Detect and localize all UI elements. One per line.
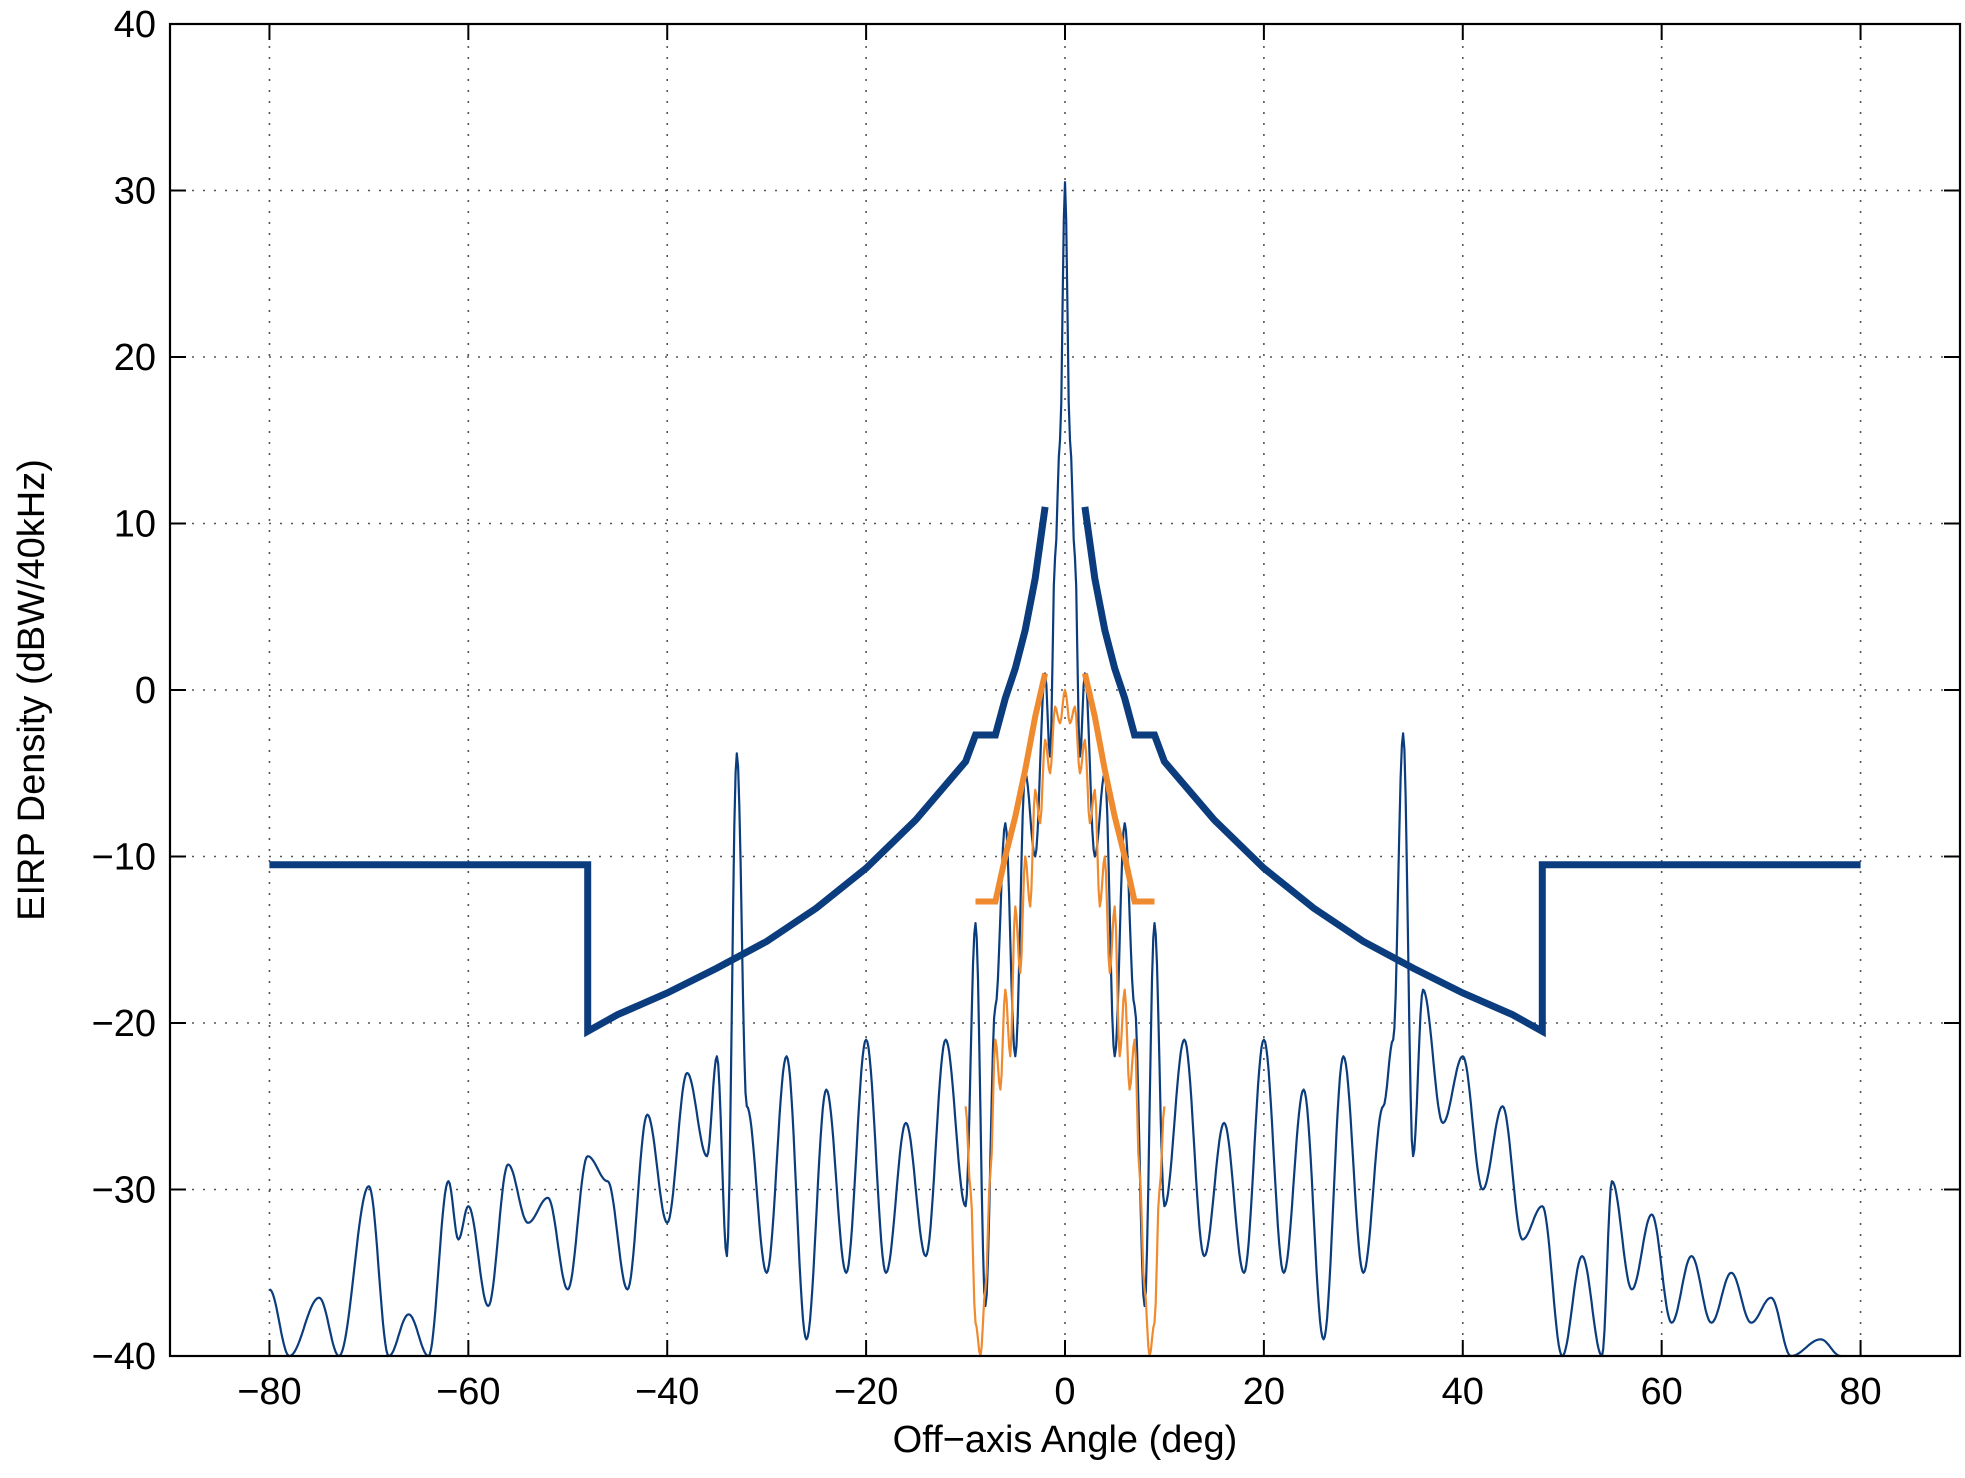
x-axis-label: Off−axis Angle (deg) (893, 1419, 1238, 1461)
y-axis-label: EIRP Density (dBW/40kHz) (11, 459, 53, 921)
x-tick-label: −20 (834, 1371, 898, 1413)
y-tick-label: 10 (114, 504, 156, 546)
x-tick-label: 60 (1641, 1371, 1683, 1413)
blue-envelope-line (1081, 506, 1861, 1038)
x-tick-label: 20 (1243, 1371, 1285, 1413)
y-tick-label: −20 (92, 1003, 156, 1045)
blue-envelope-line (269, 506, 1049, 1038)
y-tick-label: 0 (135, 670, 156, 712)
x-tick-label: −60 (436, 1371, 500, 1413)
y-tick-label: 30 (114, 171, 156, 213)
orange-envelope-line (975, 672, 1049, 905)
orange-envelope-line (1081, 672, 1155, 905)
tick-layer: −80 −60 −40 −20 0 20 40 60 80 −40 −30 −20 −10 0 10 20 30… (92, 4, 1960, 1413)
y-tick-label: −30 (92, 1170, 156, 1212)
series-layer (268, 181, 1861, 1358)
x-tick-label: −40 (635, 1371, 699, 1413)
y-tick-label: 40 (114, 4, 156, 46)
orange-pattern-line (964, 688, 1166, 1358)
x-tick-label: 0 (1054, 1371, 1075, 1413)
y-tick-label: 20 (114, 337, 156, 379)
x-tick-label: 80 (1839, 1371, 1881, 1413)
y-tick-label: −40 (92, 1336, 156, 1378)
y-tick-label: −10 (92, 837, 156, 879)
x-tick-label: 40 (1442, 1371, 1484, 1413)
blue-pattern-line (268, 181, 1841, 1358)
x-tick-label: −80 (237, 1371, 301, 1413)
